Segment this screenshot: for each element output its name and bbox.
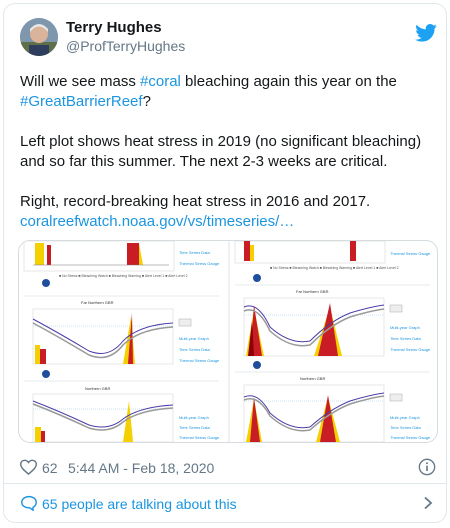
attached-image[interactable]: Time Series Data Thermal Stress Gauge ■ … [18,240,438,443]
svg-text:Thermal Stress Gauge: Thermal Stress Gauge [390,435,431,440]
right-panel-title: Northern GBR [300,376,325,381]
tweet-body: Will we see mass #coral bleaching again … [20,72,438,232]
svg-text:Time Series Data: Time Series Data [179,250,211,255]
avatar[interactable] [20,18,58,56]
svg-text:Multi-year Graph: Multi-year Graph [179,415,209,420]
info-icon[interactable] [418,458,436,476]
text-segment: Will we see mass [20,73,141,90]
svg-text:■ No Stress ■ Bleaching Watch: ■ No Stress ■ Bleaching Watch ■ Bleachin… [270,266,399,270]
coralreefwatch-link[interactable]: coralreefwatch.noaa.gov/vs/timeseries/… [20,213,295,230]
right-plot-image[interactable]: Thermal Stress Gauge ■ No Stress ■ Bleac… [230,241,437,442]
left-plot-image[interactable]: Time Series Data Thermal Stress Gauge ■ … [19,241,228,442]
svg-text:Multi-year Graph: Multi-year Graph [390,325,420,330]
speech-bubble-icon [21,495,37,511]
timestamp[interactable]: 5:44 AM - Feb 18, 2020 [68,460,215,476]
left-panel-title: Northern GBR [85,386,110,391]
heart-icon[interactable] [20,459,37,475]
svg-text:Thermal Stress Gauge: Thermal Stress Gauge [179,358,220,363]
svg-text:Time Series Data: Time Series Data [390,425,422,430]
right-panel-title: Far Northern GBR [296,289,329,294]
hashtag-greatbarrierreef-link[interactable]: #GreatBarrierReef [20,93,143,110]
twitter-bird-icon[interactable] [415,24,437,42]
author-handle[interactable]: @ProfTerryHughes [66,38,186,54]
svg-text:Multi-year Graph: Multi-year Graph [390,415,420,420]
text-segment: ? [142,93,151,110]
author-name[interactable]: Terry Hughes [66,19,162,36]
text-segment: bleaching again this year on the [180,73,397,90]
svg-text:Thermal Stress Gauge: Thermal Stress Gauge [390,347,431,352]
divider [4,483,446,484]
svg-text:Time Series Data: Time Series Data [179,425,211,430]
svg-text:■ No Stress ■ Bleaching Watch: ■ No Stress ■ Bleaching Watch ■ Bleachin… [59,274,188,278]
tweet-meta: 62 5:44 AM - Feb 18, 2020 [20,458,438,478]
hashtag-coral-link[interactable]: #coral [140,73,181,90]
tweet-paragraph-3: Right, record-breaking heat stress in 20… [20,193,371,210]
svg-text:Multi-year Graph: Multi-year Graph [179,336,209,341]
svg-text:Thermal Stress Gauge: Thermal Stress Gauge [179,435,220,440]
svg-text:Thermal Stress Gauge: Thermal Stress Gauge [179,261,220,266]
tweet-card[interactable]: Terry Hughes @ProfTerryHughes Will we se… [3,3,447,523]
tweet-paragraph-2: Left plot shows heat stress in 2019 (no … [20,133,422,170]
svg-text:Time Series Data: Time Series Data [390,336,422,341]
chevron-right-icon[interactable] [422,496,434,510]
conversation-label[interactable]: 65 people are talking about this [42,496,237,512]
left-panel-title: Far Northern GBR [81,300,114,305]
like-count[interactable]: 62 [42,460,58,476]
conversation-link[interactable]: 65 people are talking about this [20,493,438,515]
svg-text:Thermal Stress Gauge: Thermal Stress Gauge [390,251,431,256]
svg-text:Time Series Data: Time Series Data [179,347,211,352]
tweet-paragraph-1: Will we see mass #coral bleaching again … [20,72,438,112]
